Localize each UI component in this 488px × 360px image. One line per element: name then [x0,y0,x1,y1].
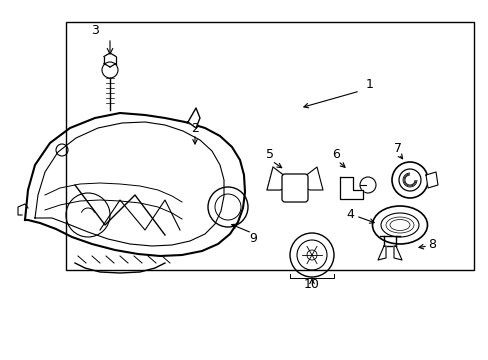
Text: 2: 2 [191,122,199,135]
Bar [66,22,473,270]
Polygon shape [339,177,362,199]
Text: 9: 9 [248,231,256,244]
Text: 8: 8 [427,238,435,252]
Text: 10: 10 [304,279,319,292]
FancyBboxPatch shape [282,174,307,202]
Text: 5: 5 [265,148,273,162]
Text: 7: 7 [393,141,401,154]
Polygon shape [377,246,385,260]
Text: 3: 3 [91,23,99,36]
Text: 1: 1 [366,78,373,91]
Text: 4: 4 [346,208,353,221]
Polygon shape [187,108,200,128]
Text: 6: 6 [331,148,339,162]
Polygon shape [393,246,401,260]
Polygon shape [299,167,323,190]
Polygon shape [266,167,289,190]
Polygon shape [425,172,437,188]
